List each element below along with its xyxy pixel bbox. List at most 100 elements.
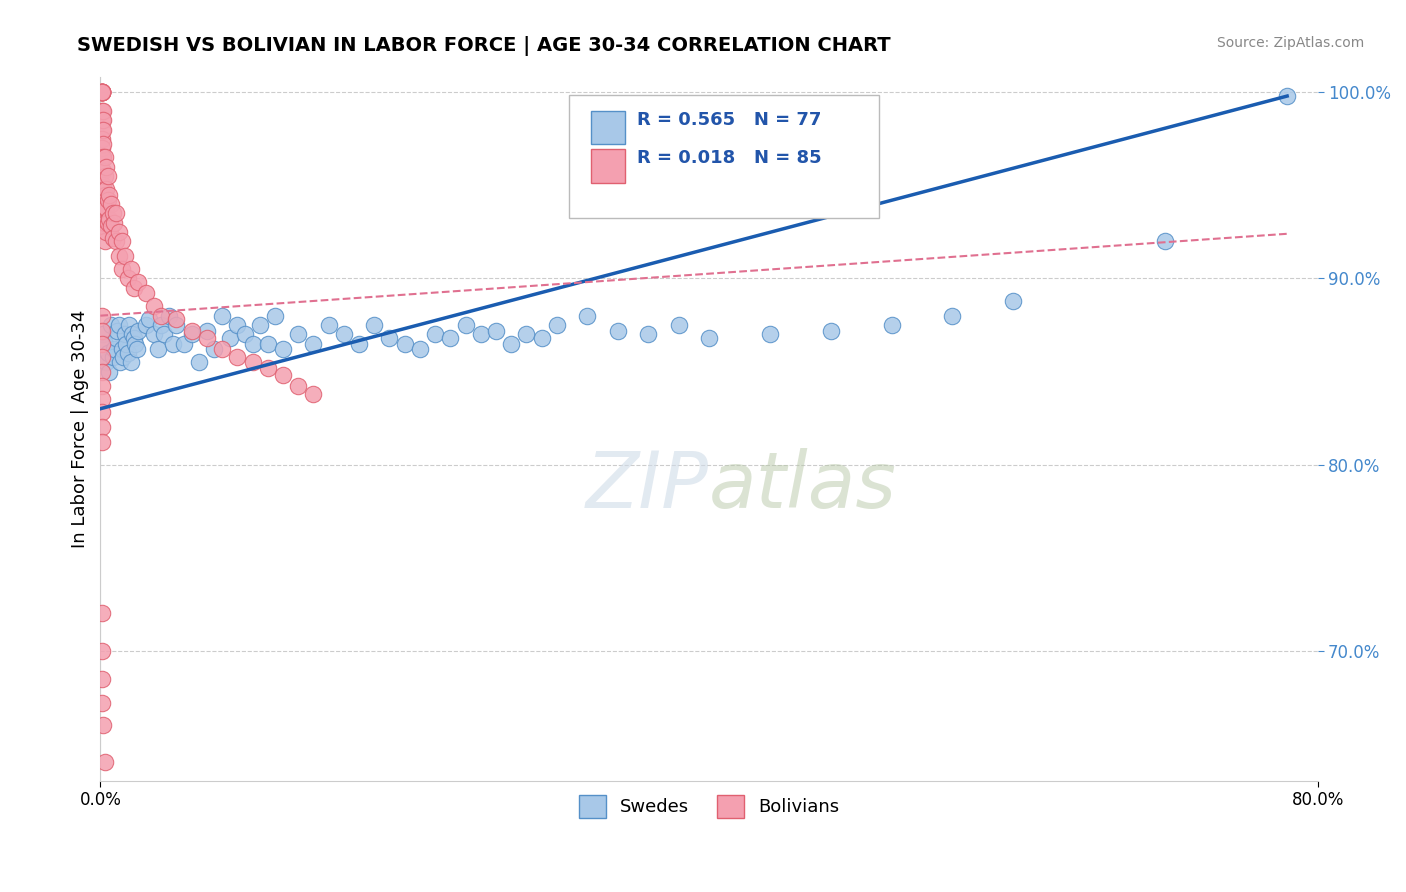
Point — [101, 350, 124, 364]
Point — [142, 327, 165, 342]
Point — [90, 672, 112, 686]
Point — [153, 327, 176, 342]
Point — [97, 169, 120, 183]
Point — [94, 216, 117, 230]
Point — [157, 309, 180, 323]
Point — [90, 86, 112, 100]
Point — [941, 309, 963, 323]
Point — [127, 275, 149, 289]
Point — [93, 103, 115, 118]
Point — [90, 86, 112, 100]
Point — [90, 405, 112, 419]
Point — [90, 336, 112, 351]
Point — [90, 103, 112, 118]
Point — [121, 327, 143, 342]
Point — [93, 163, 115, 178]
Point — [90, 365, 112, 379]
Point — [530, 331, 553, 345]
Point — [94, 187, 117, 202]
Point — [135, 318, 157, 332]
Point — [180, 327, 202, 342]
Point — [98, 365, 121, 379]
Point — [271, 342, 294, 356]
Point — [90, 696, 112, 710]
Point — [103, 342, 125, 356]
Point — [98, 187, 121, 202]
Point — [96, 201, 118, 215]
Point — [165, 312, 187, 326]
Point — [101, 206, 124, 220]
Point — [96, 160, 118, 174]
Point — [104, 206, 127, 220]
Point — [173, 336, 195, 351]
Point — [96, 182, 118, 196]
Point — [90, 86, 112, 100]
Point — [100, 318, 122, 332]
Point — [226, 350, 249, 364]
Text: atlas: atlas — [709, 448, 897, 524]
Point — [271, 368, 294, 383]
Point — [100, 219, 122, 234]
Point — [90, 86, 112, 100]
Point — [233, 327, 256, 342]
Point — [256, 336, 278, 351]
Point — [242, 336, 264, 351]
Point — [318, 318, 340, 332]
Point — [287, 327, 309, 342]
Point — [94, 756, 117, 770]
Point — [97, 346, 120, 360]
Point — [107, 225, 129, 239]
Point — [97, 216, 120, 230]
Point — [96, 355, 118, 369]
Point — [249, 318, 271, 332]
Point — [409, 342, 432, 356]
Point — [454, 318, 477, 332]
Point — [120, 262, 142, 277]
Point — [204, 342, 226, 356]
Point — [302, 387, 325, 401]
Point — [606, 324, 628, 338]
Point — [122, 331, 145, 345]
Point — [150, 309, 173, 323]
Point — [1002, 293, 1025, 308]
Legend: Swedes, Bolivians: Swedes, Bolivians — [572, 789, 846, 825]
Point — [759, 327, 782, 342]
Point — [93, 718, 115, 732]
Point — [302, 336, 325, 351]
Point — [90, 113, 112, 128]
Point — [142, 299, 165, 313]
Point — [90, 607, 112, 621]
Point — [501, 336, 523, 351]
Point — [226, 318, 249, 332]
Point — [94, 234, 117, 248]
Point — [880, 318, 903, 332]
Point — [1154, 234, 1177, 248]
Point — [100, 197, 122, 211]
Point — [98, 211, 121, 226]
Point — [117, 346, 139, 360]
Point — [90, 420, 112, 434]
Point — [162, 336, 184, 351]
Point — [576, 309, 599, 323]
Point — [546, 318, 568, 332]
Point — [125, 342, 148, 356]
Text: ZIP: ZIP — [586, 448, 709, 524]
Point — [101, 230, 124, 244]
Point — [124, 336, 146, 351]
Point — [90, 86, 112, 100]
Point — [115, 336, 138, 351]
FancyBboxPatch shape — [591, 111, 626, 145]
Point — [90, 379, 112, 393]
Point — [90, 122, 112, 136]
Point — [470, 327, 492, 342]
Point — [668, 318, 690, 332]
Point — [211, 309, 233, 323]
Point — [195, 331, 218, 345]
Point — [637, 327, 659, 342]
Point — [107, 249, 129, 263]
Point — [93, 151, 115, 165]
Point — [347, 336, 370, 351]
Point — [93, 122, 115, 136]
Point — [122, 281, 145, 295]
Point — [378, 331, 401, 345]
